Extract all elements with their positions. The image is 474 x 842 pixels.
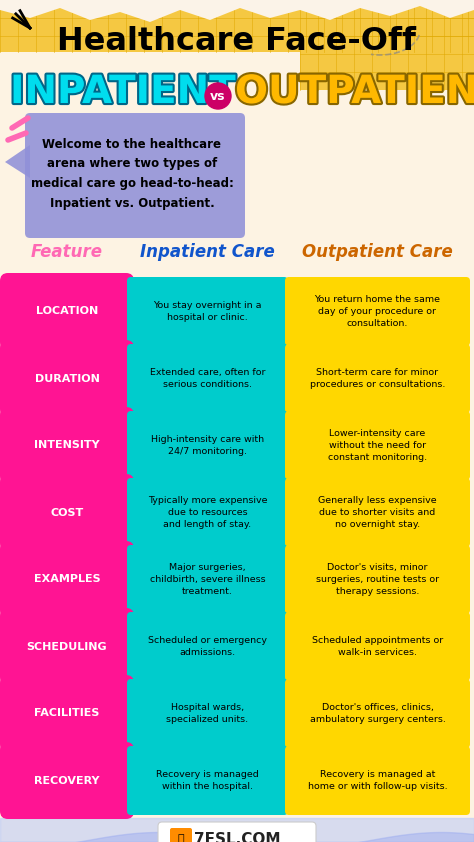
FancyBboxPatch shape [285,411,470,480]
FancyBboxPatch shape [127,612,288,681]
Text: Generally less expensive
due to shorter visits and
no overnight stay.: Generally less expensive due to shorter … [318,496,437,529]
FancyBboxPatch shape [127,344,288,413]
Text: Recovery is managed
within the hospital.: Recovery is managed within the hospital. [156,770,259,791]
FancyBboxPatch shape [285,679,470,748]
FancyBboxPatch shape [127,478,288,547]
Text: You return home the same
day of your procedure or
consultation.: You return home the same day of your pro… [315,296,440,328]
FancyBboxPatch shape [285,545,470,614]
Text: 7ESL.COM: 7ESL.COM [194,832,280,842]
Text: You stay overnight in a
hospital or clinic.: You stay overnight in a hospital or clin… [153,301,262,322]
FancyBboxPatch shape [0,273,134,350]
Text: Scheduled or emergency
admissions.: Scheduled or emergency admissions. [148,636,267,657]
FancyBboxPatch shape [0,407,134,484]
FancyBboxPatch shape [0,474,134,551]
FancyBboxPatch shape [127,746,288,815]
Circle shape [205,83,231,109]
FancyBboxPatch shape [158,822,316,842]
FancyBboxPatch shape [285,277,470,346]
Polygon shape [0,0,474,22]
Text: Feature: Feature [31,243,103,261]
Text: EXAMPLES: EXAMPLES [34,574,100,584]
FancyBboxPatch shape [127,679,288,748]
Text: High-intensity care with
24/7 monitoring.: High-intensity care with 24/7 monitoring… [151,435,264,456]
Text: Healthcare Face-Off: Healthcare Face-Off [57,26,417,57]
Text: OUTPATIENT!: OUTPATIENT! [235,73,474,111]
FancyBboxPatch shape [285,612,470,681]
Text: SCHEDULING: SCHEDULING [27,642,107,652]
Text: vs: vs [210,89,226,103]
Text: Scheduled appointments or
walk-in services.: Scheduled appointments or walk-in servic… [312,636,443,657]
Text: RECOVERY: RECOVERY [34,775,100,786]
Text: Recovery is managed at
home or with follow-up visits.: Recovery is managed at home or with foll… [308,770,447,791]
Text: INTENSITY: INTENSITY [34,440,100,450]
FancyBboxPatch shape [0,340,134,417]
FancyBboxPatch shape [0,608,134,685]
Text: FACILITIES: FACILITIES [34,708,100,718]
FancyBboxPatch shape [127,545,288,614]
FancyBboxPatch shape [0,0,474,52]
Text: Hospital wards,
specialized units.: Hospital wards, specialized units. [166,703,248,724]
FancyBboxPatch shape [285,344,470,413]
Text: Inpatient Care: Inpatient Care [140,243,275,261]
Text: DURATION: DURATION [35,374,100,383]
FancyBboxPatch shape [0,675,134,752]
Text: Doctor's offices, clinics,
ambulatory surgery centers.: Doctor's offices, clinics, ambulatory su… [310,703,446,724]
Text: Doctor's visits, minor
surgeries, routine tests or
therapy sessions.: Doctor's visits, minor surgeries, routin… [316,563,439,596]
FancyBboxPatch shape [0,541,134,618]
Text: 🎓: 🎓 [178,834,184,842]
FancyBboxPatch shape [127,411,288,480]
Text: 7ESL.COM: 7ESL.COM [126,511,348,549]
Polygon shape [5,145,30,178]
Text: COST: COST [50,508,83,518]
FancyBboxPatch shape [170,828,192,842]
FancyBboxPatch shape [25,113,245,238]
FancyBboxPatch shape [127,277,288,346]
Text: Typically more expensive
due to resources
and length of stay.: Typically more expensive due to resource… [148,496,267,529]
FancyBboxPatch shape [285,478,470,547]
Text: Extended care, often for
serious conditions.: Extended care, often for serious conditi… [150,368,265,389]
FancyBboxPatch shape [285,746,470,815]
Text: Lower-intensity care
without the need for
constant monitoring.: Lower-intensity care without the need fo… [328,429,427,461]
Text: Major surgeries,
childbirth, severe illness
treatment.: Major surgeries, childbirth, severe illn… [150,563,265,596]
Text: INPATIENT: INPATIENT [10,73,236,111]
Text: Outpatient Care: Outpatient Care [302,243,453,261]
FancyBboxPatch shape [300,0,474,90]
Text: Short-term care for minor
procedures or consultations.: Short-term care for minor procedures or … [310,368,445,389]
Text: LOCATION: LOCATION [36,306,98,317]
Text: Welcome to the healthcare
arena where two types of
medical care go head-to-head:: Welcome to the healthcare arena where tw… [30,137,233,210]
FancyBboxPatch shape [0,742,134,819]
